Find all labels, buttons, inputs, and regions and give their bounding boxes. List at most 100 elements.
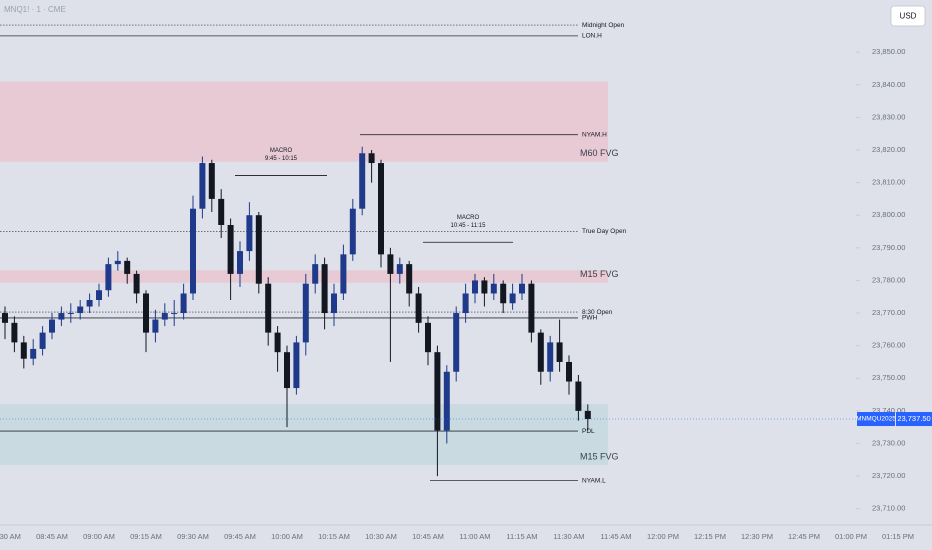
candle-body (124, 260, 131, 274)
candle-body (284, 352, 290, 389)
y-tick-label: 23,810.00 (872, 178, 905, 187)
x-tick-label: 10:00 AM (271, 532, 303, 541)
candle-body (575, 381, 582, 411)
chart-title: MNQ1! · 1 · CME (4, 5, 66, 14)
candle-body (415, 293, 422, 323)
level-label: True Day Open (582, 228, 627, 235)
candle-body (161, 313, 168, 320)
x-tick-label: 01:00 PM (835, 532, 867, 541)
plot: M60 FVG M15 FVG M15 FVG Midnight Open LON.H N… (0, 22, 627, 484)
fvg-zone (0, 404, 608, 465)
fvg-zone (0, 270, 608, 283)
candle-body (2, 313, 8, 323)
candle-body (425, 322, 431, 353)
x-tick-label: 10:45 AM (412, 532, 444, 541)
candle-body (368, 153, 375, 164)
candle-body (265, 283, 272, 333)
candle-body (227, 225, 234, 274)
candle-body (20, 342, 27, 359)
candle-body (274, 332, 281, 353)
candle-body (180, 293, 187, 314)
symbol-tag (857, 412, 895, 427)
candle-body (340, 254, 347, 294)
x-tick-label: 12:30 PM (741, 532, 773, 541)
candle-body (96, 290, 102, 300)
y-tick-label: 23,840.00 (872, 80, 905, 89)
macro-label: 9:45 - 10:15 (265, 156, 298, 162)
macro-title: MACRO (457, 215, 480, 221)
candle-body (331, 293, 337, 314)
candle-body (208, 163, 215, 199)
candle-body (255, 215, 262, 284)
candle-body (171, 313, 178, 315)
macro-label: 10:45 - 11:15 (451, 223, 487, 229)
candle-body (321, 264, 328, 314)
candle-body (86, 300, 93, 307)
candle-body (349, 208, 356, 255)
x-tick-label: 09:00 AM (83, 532, 115, 541)
candle-body (312, 264, 319, 284)
symbol-name: MNMQU2025 (856, 416, 896, 423)
x-tick-label: 08:30 AM (0, 532, 21, 541)
candle-body (302, 283, 309, 343)
candle-body (528, 283, 535, 333)
x-tick-label: 10:15 AM (318, 532, 350, 541)
x-tick-label: 12:45 PM (788, 532, 820, 541)
y-tick-label: 23,800.00 (872, 210, 905, 219)
candle-body (537, 332, 544, 372)
y-tick-label: 23,760.00 (872, 341, 905, 350)
candle-body (58, 313, 65, 320)
candle-body (67, 313, 74, 315)
candle-body (30, 348, 37, 359)
candle-body (396, 264, 403, 274)
candle-body (133, 273, 140, 294)
candle-body (190, 208, 196, 294)
currency-button[interactable] (890, 5, 926, 27)
x-tick-label: 08:45 AM (36, 532, 68, 541)
candle-body (387, 254, 394, 274)
candle-body (443, 371, 450, 431)
candle-body (500, 283, 507, 304)
candle-body (453, 313, 460, 372)
x-tick-label: 01:15 PM (882, 532, 914, 541)
candle-body (490, 283, 497, 294)
y-tick-label: 23,710.00 (872, 504, 905, 513)
y-tick-label: 23,790.00 (872, 243, 905, 252)
candle-body (556, 342, 563, 362)
x-tick-label: 09:30 AM (177, 532, 209, 541)
y-tick-label: 23,780.00 (872, 275, 905, 284)
x-tick-label: 11:15 AM (506, 532, 537, 541)
candle-body (77, 306, 84, 314)
candle-body (378, 163, 384, 255)
x-tick-label: 09:45 AM (224, 532, 256, 541)
y-tick-label: 23,830.00 (872, 112, 905, 121)
x-tick-label: 12:00 PM (647, 532, 679, 541)
currency: USD (900, 12, 917, 21)
price-axis (856, 0, 932, 550)
candle-body (434, 352, 441, 431)
candle-body (199, 163, 206, 209)
candle-body (143, 293, 149, 333)
price-tag (896, 412, 932, 427)
candle-body (114, 260, 121, 265)
candle-body (11, 322, 18, 343)
y-tick-label: 23,820.00 (872, 145, 905, 154)
y-tick-label: 23,770.00 (872, 308, 905, 317)
y-tick-label: 23,740.00 (872, 406, 905, 415)
x-tick-label: 11:00 AM (459, 532, 490, 541)
y-tick-label: 23,730.00 (872, 438, 905, 447)
level-label: NYAM.H (582, 131, 607, 138)
x-tick-label: 10:30 AM (365, 532, 397, 541)
y-tick-label: 23,750.00 (872, 373, 905, 382)
level-label: PDL (582, 428, 595, 435)
candle-body (406, 264, 413, 294)
macro-title: MACRO (270, 148, 293, 154)
candle-body (481, 280, 488, 294)
y-tick-label: 23,720.00 (872, 471, 905, 480)
x-tick-label: 11:45 AM (600, 532, 631, 541)
candle-body (218, 198, 225, 225)
candle-body (547, 342, 554, 372)
candle-body (246, 215, 253, 252)
x-tick-label: 11:30 AM (553, 532, 584, 541)
x-tick-label: 09:15 AM (130, 532, 162, 541)
